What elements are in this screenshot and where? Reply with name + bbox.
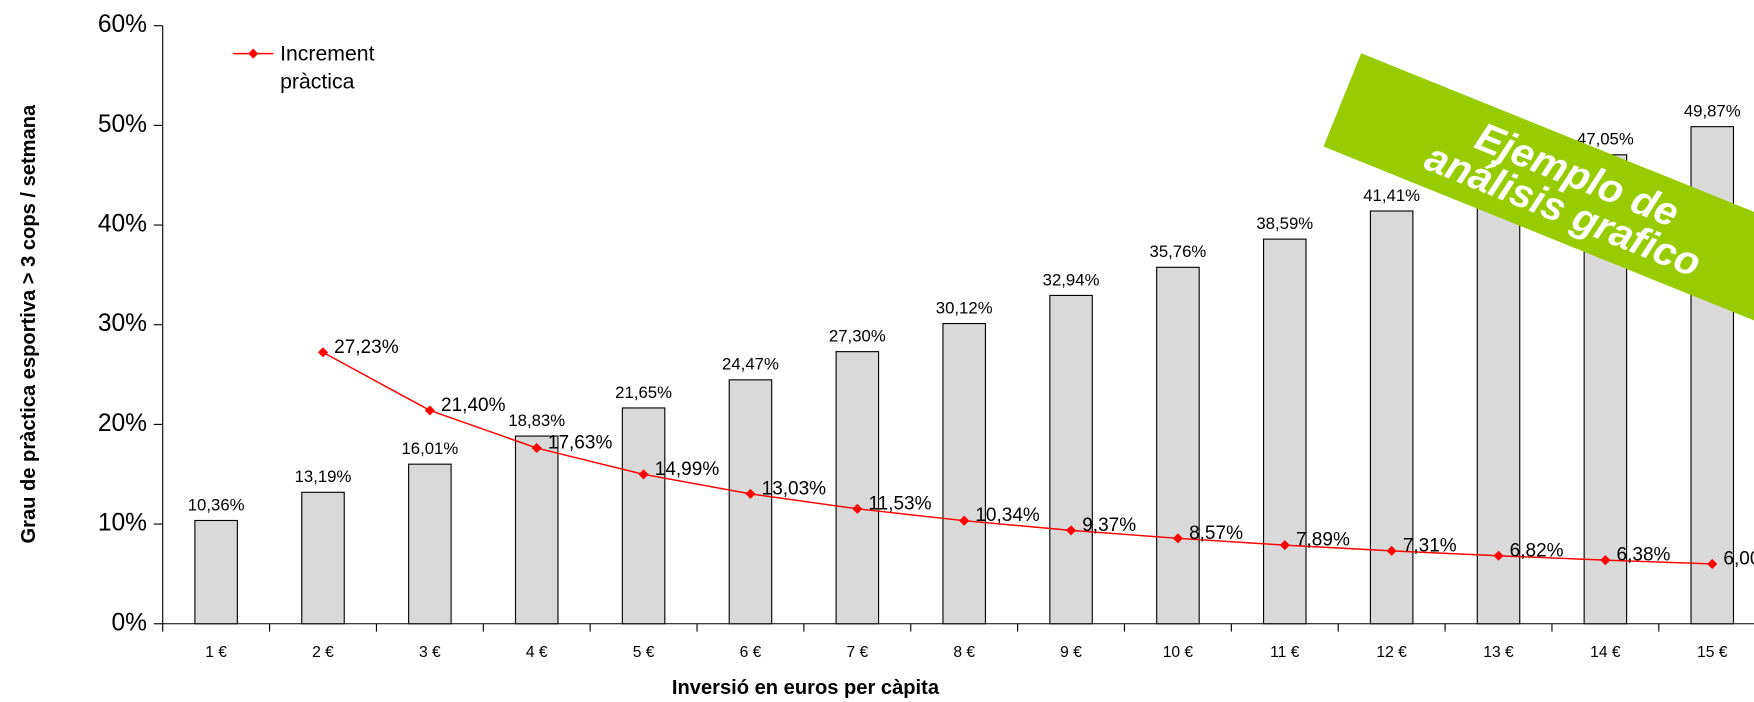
line-marker — [1279, 540, 1290, 551]
bar-value-label: 10,36% — [188, 495, 245, 514]
bar — [942, 322, 986, 625]
line-marker — [852, 503, 863, 514]
x-tick-label: 2 € — [312, 644, 334, 661]
y-tick-label: 30% — [98, 310, 147, 337]
x-tick-label: 7 € — [846, 644, 868, 661]
bar-value-label: 30,12% — [936, 298, 993, 317]
bar-value-label: 47,05% — [1577, 130, 1634, 149]
bar — [514, 435, 559, 625]
y-tick-label: 0% — [112, 609, 148, 636]
bar — [1262, 238, 1307, 625]
y-tick-label: 20% — [98, 410, 147, 437]
bar — [1156, 266, 1200, 625]
x-tick-label: 3 € — [419, 644, 441, 661]
x-tick-label: 15 € — [1697, 644, 1728, 661]
bar-value-label: 18,83% — [508, 411, 565, 430]
y-tick-label: 50% — [98, 111, 147, 138]
x-tick-label: 11 € — [1270, 644, 1300, 661]
line-value-label: 14,99% — [655, 459, 720, 480]
bar-value-label: 38,59% — [1256, 214, 1313, 233]
line-marker — [745, 488, 756, 499]
y-tick-label: 40% — [98, 211, 147, 238]
line-value-label: 8,57% — [1189, 523, 1243, 544]
bar — [621, 407, 666, 625]
x-tick-label: 12 € — [1376, 644, 1407, 661]
y-axis-title: Grau de pràctica esportiva > 3 cops / se… — [18, 104, 40, 544]
bar-value-label: 27,30% — [829, 327, 886, 346]
line-value-label: 7,89% — [1296, 530, 1350, 551]
line-marker — [1493, 550, 1504, 561]
line-marker — [1172, 533, 1183, 544]
x-tick-label: 6 € — [740, 644, 762, 661]
line-marker — [1066, 525, 1077, 536]
line-marker — [424, 405, 435, 416]
bar — [301, 491, 345, 625]
bar — [1476, 182, 1521, 625]
x-tick-label: 1 € — [205, 644, 227, 661]
x-tick-label: 10 € — [1163, 644, 1194, 661]
bar — [408, 463, 452, 625]
line-value-label: 11,53% — [869, 493, 932, 514]
y-tick-label: 60% — [98, 11, 147, 38]
line-value-label: 17,63% — [548, 433, 613, 454]
line-marker — [1600, 555, 1611, 566]
bar — [835, 351, 880, 625]
line-value-label: 6,00% — [1723, 548, 1754, 569]
bar-value-label: 32,94% — [1043, 270, 1100, 289]
bar-value-label: 24,47% — [722, 355, 779, 374]
x-tick-label: 13 € — [1483, 644, 1514, 661]
bar — [728, 379, 773, 625]
bar-value-label: 13,19% — [295, 467, 352, 486]
line-value-label: 10,34% — [975, 505, 1040, 526]
x-axis-title: Inversió en euros per càpita — [672, 677, 940, 699]
line-marker — [1386, 545, 1397, 556]
bar — [1049, 294, 1093, 625]
bar-value-label: 41,41% — [1363, 186, 1420, 205]
line-marker — [959, 515, 970, 526]
line-marker — [317, 347, 329, 358]
bar-value-label: 49,87% — [1684, 102, 1741, 121]
line-value-label: 9,37% — [1082, 515, 1136, 536]
line-marker — [638, 469, 649, 480]
x-tick-label: 5 € — [633, 644, 655, 661]
line-series — [322, 351, 1713, 565]
plot: 0% 10% 20% 30% 40% 50% 60% 1 € 10,36% 2 € 13,19% 3 … — [98, 11, 1754, 661]
x-tick-label: 8 € — [953, 644, 975, 661]
line-marker — [1707, 558, 1718, 569]
line-value-label: 6,38% — [1617, 545, 1671, 566]
bar — [1369, 210, 1414, 625]
line-value-label: 7,31% — [1403, 535, 1457, 556]
bar-value-label: 16,01% — [401, 439, 458, 458]
bar-value-label: 35,76% — [1150, 242, 1207, 261]
line-value-label: 13,03% — [762, 478, 827, 499]
bar — [194, 519, 238, 625]
legend: Increment pràctica — [280, 42, 375, 94]
x-tick-label: 4 € — [526, 644, 548, 661]
x-tick-label: 14 € — [1590, 644, 1621, 661]
x-tick-label: 9 € — [1060, 644, 1082, 661]
banner-band — [1323, 53, 1754, 323]
line-value-label: 27,23% — [334, 337, 399, 358]
y-tick-label: 10% — [98, 510, 147, 537]
line-value-label: 6,82% — [1510, 540, 1564, 561]
legend-label: Increment pràctica — [280, 42, 375, 94]
bar-value-label: 21,65% — [615, 383, 672, 402]
line-marker — [531, 442, 542, 454]
line-value-label: 21,40% — [441, 395, 506, 416]
